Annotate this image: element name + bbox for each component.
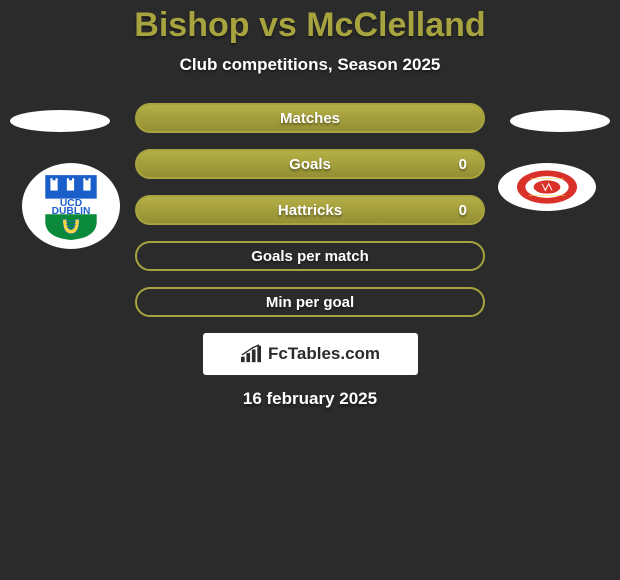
bar-label: Min per goal [266,294,354,311]
brand-text: FcTables.com [268,344,380,364]
player-ellipse-left [10,110,110,132]
bar-min-per-goal: Min per goal [135,287,485,317]
footer-date: 16 february 2025 [0,389,620,409]
player-ellipse-right [510,110,610,132]
bar-label: Goals [289,156,331,173]
page-subtitle: Club competitions, Season 2025 [0,55,620,75]
club-badge-right [498,163,596,211]
bar-goals: Goals 0 [135,149,485,179]
bar-chart-icon [240,344,262,364]
bar-goals-per-match: Goals per match [135,241,485,271]
bar-label: Matches [280,110,340,127]
svg-text:DUBLIN: DUBLIN [52,206,91,217]
ucd-shield-icon: UCD DUBLIN [35,170,107,242]
bar-label: Goals per match [251,248,369,265]
brand-box[interactable]: FcTables.com [203,333,418,375]
bar-matches: Matches [135,103,485,133]
stats-area: UCD DUBLIN Matches [0,103,620,409]
stat-bars: Matches Goals 0 Hattricks 0 Goals per ma… [135,103,485,317]
comparison-widget: Bishop vs McClelland Club competitions, … [0,0,620,409]
stpats-crest-icon [508,167,586,207]
bar-value-right: 0 [459,156,467,173]
bar-hattricks: Hattricks 0 [135,195,485,225]
club-badge-left: UCD DUBLIN [22,163,120,249]
bar-label: Hattricks [278,202,342,219]
bar-value-right: 0 [459,202,467,219]
page-title: Bishop vs McClelland [0,6,620,45]
